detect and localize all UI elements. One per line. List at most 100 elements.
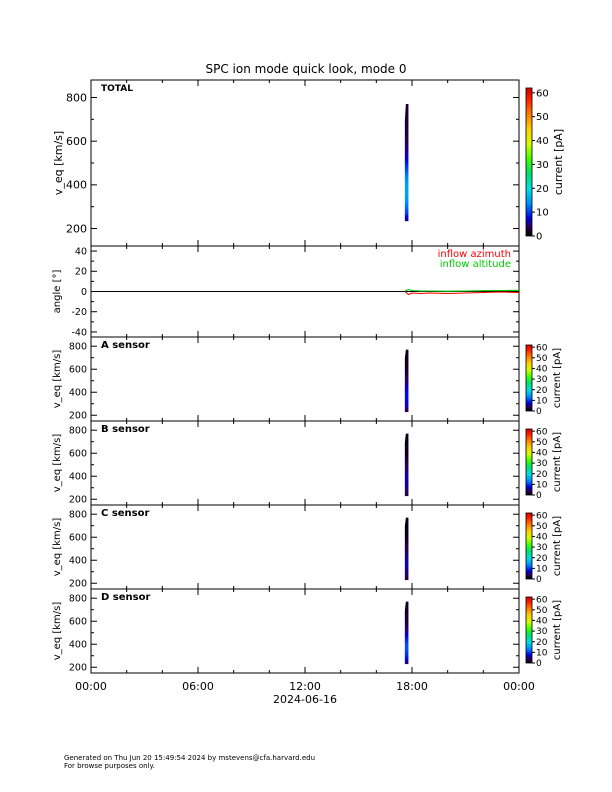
heatmap-cell xyxy=(405,606,409,609)
heatmap-cell xyxy=(404,168,409,172)
y-axis-label: angle [°] xyxy=(52,270,63,314)
heatmap-cell xyxy=(404,441,409,444)
y-tick-label: 400 xyxy=(66,179,87,192)
y-tick-label: 600 xyxy=(66,135,87,148)
heatmap-cell xyxy=(404,365,409,368)
heatmap-cell xyxy=(404,188,409,192)
heatmap-cell xyxy=(404,550,409,553)
heatmap-cell xyxy=(404,481,409,484)
panel-frame xyxy=(90,79,520,247)
y-tick-label: 200 xyxy=(66,222,87,235)
colorbar xyxy=(525,428,533,496)
colorbar xyxy=(525,512,533,580)
y-tick-label: 200 xyxy=(69,411,87,422)
heatmap-cell xyxy=(404,376,409,378)
heatmap-cell xyxy=(404,640,409,643)
heatmap-cell xyxy=(404,118,409,122)
y-axis-label: v_eq [km/s] xyxy=(52,131,65,195)
y-tick-label: 600 xyxy=(69,617,87,628)
y-tick-label: 200 xyxy=(69,579,87,590)
heatmap-cell xyxy=(405,112,409,117)
heatmap-cell xyxy=(404,618,409,621)
colorbar-tick-label: 20 xyxy=(536,638,548,648)
heatmap-cell xyxy=(404,621,409,624)
heatmap-cell xyxy=(404,645,409,648)
heatmap-cell xyxy=(404,124,409,128)
heatmap-cell xyxy=(405,607,409,610)
heatmap-cell xyxy=(404,399,409,402)
panel-label: C sensor xyxy=(101,508,149,519)
heatmap-cell xyxy=(404,390,409,392)
heatmap-cell xyxy=(404,362,409,364)
y-tick-label: 600 xyxy=(69,365,87,376)
heatmap-cell xyxy=(404,142,409,146)
colorbar-label: current [pA] xyxy=(552,600,563,660)
heatmap-cell xyxy=(404,526,409,529)
heatmap-cell xyxy=(404,153,409,157)
heatmap-cell xyxy=(404,461,409,464)
heatmap-cell xyxy=(404,536,409,539)
heatmap-cell xyxy=(404,391,409,394)
heatmap-cell xyxy=(405,439,409,442)
colorbar-tick-label: 40 xyxy=(536,449,548,459)
heatmap-cell xyxy=(404,388,409,391)
heatmap-cell xyxy=(405,522,409,525)
heatmap-cell xyxy=(404,404,409,406)
footer-note: For browse purposes only. xyxy=(64,762,155,770)
heatmap-cell xyxy=(404,558,409,560)
heatmap-cell xyxy=(404,544,409,546)
heatmap-cell xyxy=(404,576,409,579)
heatmap-cell xyxy=(404,363,409,366)
heatmap-cell xyxy=(405,115,409,119)
heatmap-cell xyxy=(404,191,409,195)
heatmap-cell xyxy=(404,127,409,131)
heatmap-cell xyxy=(404,483,409,486)
heatmap-cell xyxy=(405,520,409,523)
heatmap-cell xyxy=(404,642,409,644)
y-axis-label: v_eq [km/s] xyxy=(52,434,63,493)
panel-frame xyxy=(90,336,520,422)
heatmap-cell xyxy=(405,433,409,436)
y-tick-label: 600 xyxy=(69,449,87,460)
colorbar-tick-label: 0 xyxy=(536,575,542,585)
series-line-inflow-azimuth xyxy=(404,291,520,296)
colorbar-tick-label: 10 xyxy=(536,208,549,219)
heatmap-cell xyxy=(404,446,409,448)
heatmap-cell xyxy=(404,565,409,568)
panel-label: D sensor xyxy=(101,592,150,603)
heatmap-cell xyxy=(404,612,409,615)
heatmap-cell xyxy=(404,393,409,396)
panel-frame xyxy=(90,504,520,590)
heatmap-cell xyxy=(404,469,409,472)
y-tick-label: 400 xyxy=(69,640,87,651)
heatmap-cell xyxy=(404,383,409,386)
y-tick-label: 400 xyxy=(69,556,87,567)
heatmap-cell xyxy=(404,130,409,134)
heatmap-cell xyxy=(404,444,409,447)
heatmap-cell xyxy=(404,382,409,385)
heatmap-cell xyxy=(404,561,409,564)
heatmap-cell xyxy=(404,562,409,565)
panel-frame xyxy=(90,588,520,674)
y-tick-label: 20 xyxy=(75,267,87,278)
heatmap-cell xyxy=(404,212,409,216)
heatmap-cell xyxy=(404,379,409,382)
heatmap-cell xyxy=(404,657,409,660)
heatmap-cell xyxy=(404,458,409,461)
heatmap-cell xyxy=(404,450,409,453)
colorbar-tick-label: 50 xyxy=(536,354,548,364)
heatmap-cell xyxy=(404,162,409,166)
y-tick-label: 200 xyxy=(69,495,87,506)
heatmap-cell xyxy=(404,455,409,458)
heatmap-cell xyxy=(404,626,409,629)
heatmap-cell xyxy=(404,185,409,190)
y-tick-label: 400 xyxy=(69,472,87,483)
panel-frame xyxy=(90,420,520,506)
heatmap-cell xyxy=(405,104,409,108)
heatmap-cell xyxy=(404,492,409,495)
colorbar-tick-label: 0 xyxy=(536,407,542,417)
heatmap-cell xyxy=(404,394,409,397)
heatmap-cell xyxy=(404,360,409,363)
heatmap-cell xyxy=(404,540,409,543)
colorbar-tick-label: 60 xyxy=(536,343,548,353)
